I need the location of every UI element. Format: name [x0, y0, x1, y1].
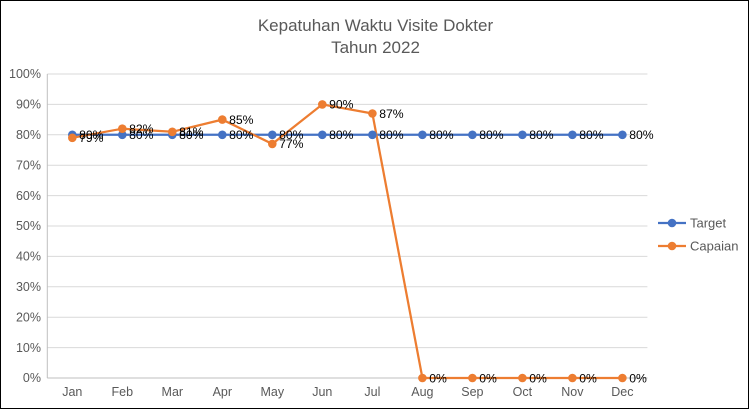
svg-text:80%: 80% [16, 128, 41, 142]
svg-text:80%: 80% [329, 128, 354, 142]
svg-text:70%: 70% [16, 158, 41, 172]
svg-text:40%: 40% [16, 250, 41, 264]
svg-text:0%: 0% [579, 371, 597, 385]
svg-text:80%: 80% [629, 128, 654, 142]
svg-text:50%: 50% [16, 219, 41, 233]
svg-text:80%: 80% [579, 128, 604, 142]
svg-text:80%: 80% [429, 128, 454, 142]
svg-text:Mar: Mar [162, 385, 184, 399]
svg-text:Jun: Jun [312, 385, 332, 399]
svg-text:0%: 0% [429, 371, 447, 385]
svg-text:0%: 0% [479, 371, 497, 385]
svg-text:0%: 0% [629, 371, 647, 385]
svg-text:Nov: Nov [561, 385, 584, 399]
svg-text:30%: 30% [16, 280, 41, 294]
svg-text:Oct: Oct [513, 385, 533, 399]
svg-text:20%: 20% [16, 310, 41, 324]
svg-text:80%: 80% [229, 128, 254, 142]
svg-text:90%: 90% [329, 98, 354, 112]
svg-text:90%: 90% [16, 98, 41, 112]
svg-text:Aug: Aug [411, 385, 433, 399]
svg-text:0%: 0% [529, 371, 547, 385]
svg-text:60%: 60% [16, 189, 41, 203]
svg-text:77%: 77% [279, 137, 304, 151]
svg-text:80%: 80% [529, 128, 554, 142]
svg-text:Capaian: Capaian [690, 239, 738, 254]
svg-text:81%: 81% [179, 125, 204, 139]
svg-text:Dec: Dec [611, 385, 633, 399]
svg-text:80%: 80% [379, 128, 404, 142]
svg-text:May: May [260, 385, 284, 399]
svg-text:Jan: Jan [62, 385, 82, 399]
svg-text:Apr: Apr [213, 385, 232, 399]
svg-text:85%: 85% [229, 113, 254, 127]
svg-text:10%: 10% [16, 341, 41, 355]
svg-text:0%: 0% [23, 371, 41, 385]
svg-text:Feb: Feb [112, 385, 134, 399]
svg-text:79%: 79% [79, 131, 104, 145]
svg-text:87%: 87% [379, 107, 404, 121]
svg-text:100%: 100% [9, 67, 41, 81]
svg-text:Target: Target [690, 216, 727, 231]
svg-text:80%: 80% [479, 128, 504, 142]
svg-text:Sep: Sep [461, 385, 483, 399]
svg-text:Jul: Jul [364, 385, 380, 399]
svg-text:82%: 82% [129, 122, 154, 136]
